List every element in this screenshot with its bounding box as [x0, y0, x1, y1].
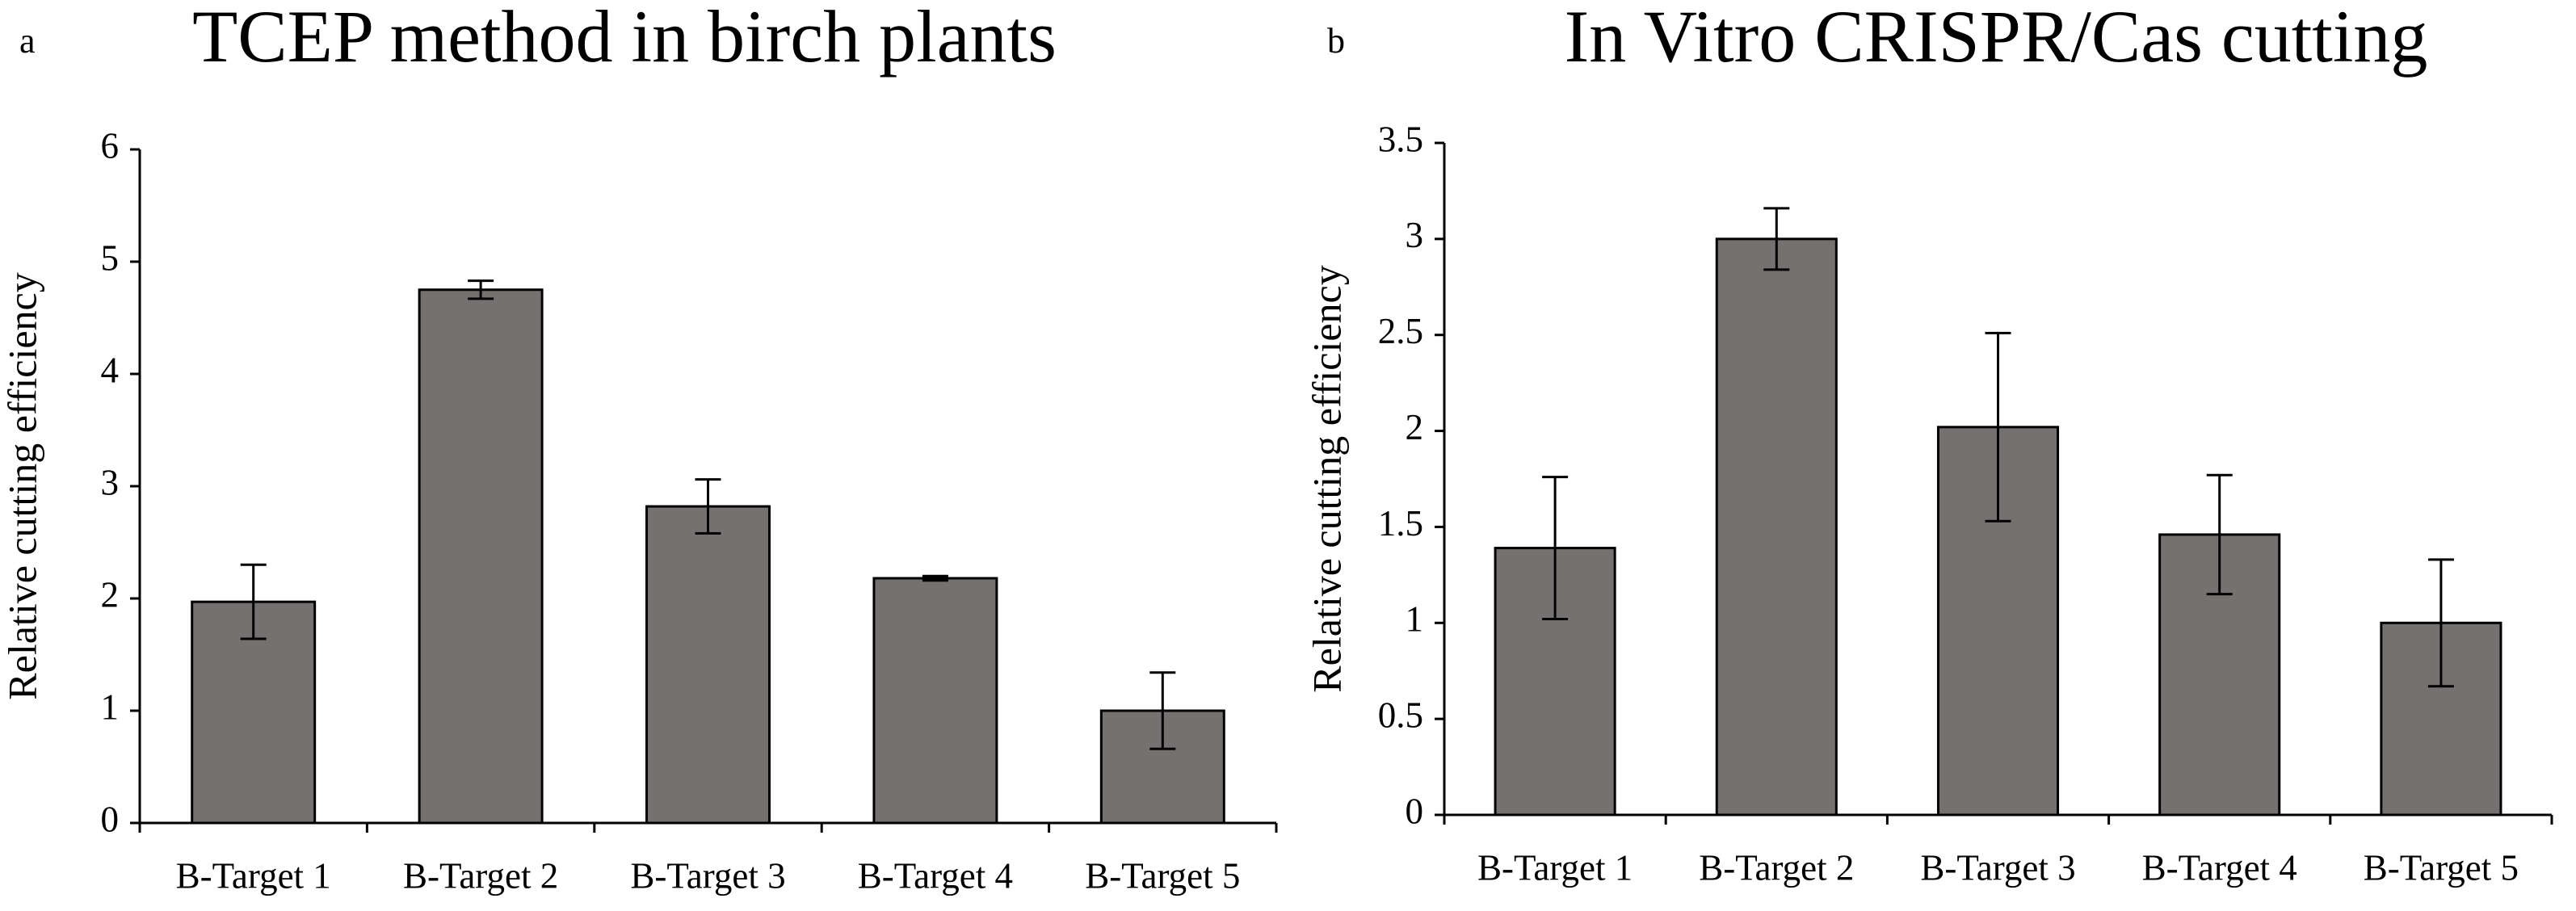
y-tick-label: 0 — [1406, 791, 1424, 831]
y-tick-label: 1 — [101, 686, 120, 727]
x-tick-label: B-Target 1 — [176, 855, 331, 896]
y-tick-label: 0.5 — [1378, 695, 1423, 735]
x-tick-label: B-Target 5 — [1085, 855, 1240, 896]
y-tick-label: 3.5 — [1378, 119, 1423, 159]
y-axis-label: Relative cutting efficiency — [0, 272, 44, 699]
y-tick-label: 1 — [1406, 599, 1424, 640]
y-tick-label: 0 — [101, 799, 120, 839]
x-tick-label: B-Target 3 — [1920, 847, 2075, 888]
y-tick-label: 2 — [1406, 407, 1424, 447]
x-tick-label: B-Target 4 — [858, 855, 1013, 896]
y-tick-label: 4 — [101, 350, 120, 390]
x-tick-label: B-Target 2 — [403, 855, 558, 896]
chart-title: In Vitro CRISPR/Cas cutting — [1565, 0, 2428, 78]
panel-label: a — [19, 21, 36, 61]
x-tick-label: B-Target 2 — [1699, 847, 1854, 888]
bar — [872, 577, 998, 825]
y-tick-label: 6 — [101, 125, 120, 166]
x-tick-label: B-Target 3 — [630, 855, 785, 896]
chart-title: TCEP method in birch plants — [192, 0, 1057, 78]
bar — [418, 288, 544, 825]
x-tick-label: B-Target 1 — [1477, 847, 1633, 888]
y-tick-label: 1.5 — [1378, 503, 1423, 544]
x-tick-label: B-Target 5 — [2364, 847, 2519, 888]
bar — [1715, 237, 1838, 817]
panel-label: b — [1327, 21, 1345, 61]
y-tick-label: 5 — [101, 237, 120, 278]
y-tick-label: 2 — [101, 574, 120, 615]
x-tick-label: B-Target 4 — [2142, 847, 2297, 888]
y-tick-label: 3 — [1406, 215, 1424, 255]
y-tick-label: 3 — [101, 462, 120, 502]
y-axis-label: Relative cutting efficiency — [1304, 265, 1349, 692]
y-tick-label: 2.5 — [1378, 311, 1423, 351]
bar — [645, 505, 771, 825]
